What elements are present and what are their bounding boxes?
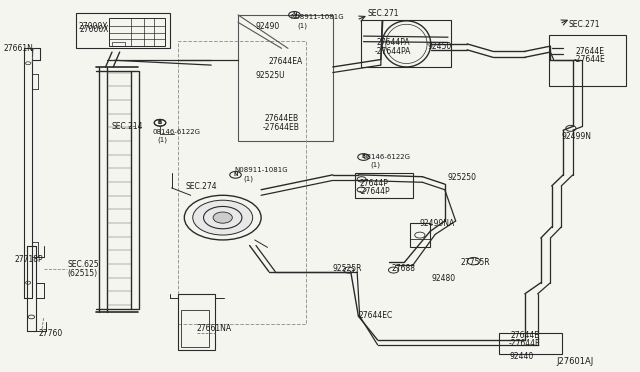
- Text: -27644EB: -27644EB: [262, 123, 300, 132]
- Bar: [181, 310, 209, 347]
- Text: 27644E: 27644E: [511, 331, 540, 340]
- Text: N08911-1081G: N08911-1081G: [234, 167, 288, 173]
- Text: 27644E: 27644E: [575, 47, 604, 56]
- Text: 27644EA: 27644EA: [269, 57, 303, 66]
- Text: 92440: 92440: [509, 352, 534, 361]
- Text: -27644PA: -27644PA: [374, 47, 411, 56]
- Text: (1): (1): [243, 175, 253, 182]
- Text: SEC.214: SEC.214: [112, 122, 143, 131]
- Text: 92525U: 92525U: [256, 71, 285, 80]
- Text: SEC.274: SEC.274: [186, 182, 217, 191]
- Text: N08911-1081G: N08911-1081G: [290, 14, 344, 20]
- Text: SEC.625: SEC.625: [67, 260, 99, 269]
- Text: N: N: [233, 172, 238, 177]
- Text: -27644E: -27644E: [573, 55, 605, 64]
- Text: (1): (1): [157, 136, 168, 143]
- Text: 27661NA: 27661NA: [196, 324, 232, 333]
- Text: 27688: 27688: [392, 264, 416, 273]
- Bar: [178, 294, 215, 350]
- Text: 92490: 92490: [256, 22, 280, 31]
- Circle shape: [213, 212, 232, 223]
- Text: J27601AJ: J27601AJ: [557, 357, 594, 366]
- Bar: [112, 42, 125, 46]
- Bar: [238, 15, 333, 141]
- Text: B: B: [158, 120, 162, 125]
- Text: 92525R: 92525R: [333, 264, 362, 273]
- Bar: [355, 173, 413, 198]
- Text: 08146-6122G: 08146-6122G: [153, 129, 201, 135]
- Text: SEC.271: SEC.271: [569, 20, 600, 29]
- Text: 92480: 92480: [431, 274, 456, 283]
- Text: 27755R: 27755R: [461, 258, 490, 267]
- Text: 92499NA: 92499NA: [420, 219, 455, 228]
- Text: 08146-6122G: 08146-6122G: [362, 154, 410, 160]
- Text: SEC.271: SEC.271: [368, 9, 399, 18]
- Bar: [410, 223, 430, 247]
- Text: 27644PA: 27644PA: [376, 38, 410, 47]
- Text: 27644P: 27644P: [360, 179, 388, 188]
- Text: 27000X: 27000X: [78, 22, 108, 31]
- Text: B: B: [362, 154, 365, 160]
- Text: 27644EC: 27644EC: [358, 311, 393, 320]
- Bar: [499, 333, 562, 354]
- Text: -27644P: -27644P: [358, 187, 390, 196]
- Text: (62515): (62515): [67, 269, 97, 278]
- Bar: [361, 20, 451, 67]
- Text: (1): (1): [297, 22, 307, 29]
- Text: 27661N: 27661N: [4, 44, 34, 53]
- Bar: [549, 35, 626, 86]
- Text: (1): (1): [370, 161, 380, 168]
- Bar: [76, 13, 170, 48]
- Text: 27000X: 27000X: [80, 25, 109, 34]
- Text: -27644E: -27644E: [509, 339, 541, 348]
- Text: N: N: [292, 12, 297, 17]
- Bar: [178, 41, 306, 324]
- Circle shape: [193, 200, 253, 235]
- Text: 92450: 92450: [428, 42, 452, 51]
- Text: 27644EB: 27644EB: [264, 114, 298, 123]
- Text: 27718P: 27718P: [14, 255, 43, 264]
- Bar: [109, 18, 165, 46]
- Text: 925250: 925250: [448, 173, 477, 182]
- Text: 27760: 27760: [38, 329, 63, 338]
- Text: 92499N: 92499N: [561, 132, 591, 141]
- Text: B: B: [158, 120, 162, 125]
